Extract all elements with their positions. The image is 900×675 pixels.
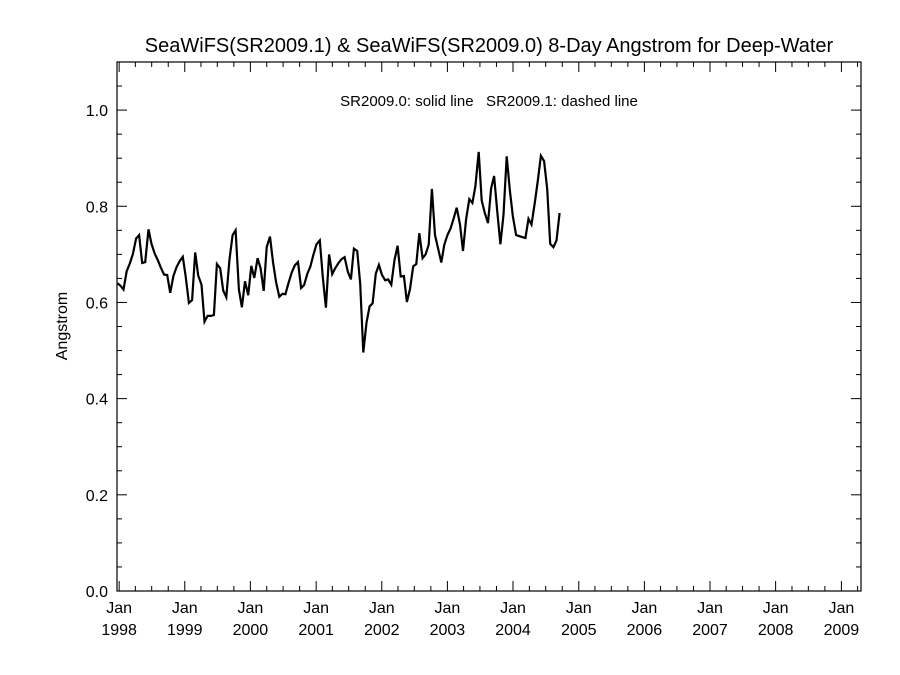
x-tick-month: Jan — [237, 600, 263, 617]
x-tick-year: 2004 — [495, 622, 531, 639]
x-tick-year: 1999 — [167, 622, 203, 639]
x-tick-month: Jan — [303, 600, 329, 617]
chart-title: SeaWiFS(SR2009.1) & SeaWiFS(SR2009.0) 8-… — [145, 35, 834, 57]
x-tick-year: 1998 — [101, 622, 137, 639]
x-tick-year: 2008 — [758, 622, 794, 639]
x-tick-month: Jan — [500, 600, 526, 617]
plot-frame — [116, 61, 862, 592]
x-tick-year: 2005 — [561, 622, 597, 639]
chart-annotation: SR2009.0: solid line SR2009.1: dashed li… — [340, 93, 638, 110]
x-tick-year: 2007 — [692, 622, 728, 639]
x-tick-month: Jan — [172, 600, 198, 617]
y-axis: 0.0 0.2 0.4 0.6 0.8 1.0 — [86, 85, 861, 601]
x-tick-month: Jan — [566, 600, 592, 617]
x-tick-year: 2001 — [298, 622, 334, 639]
x-axis: Jan 1998 Jan 1999 Jan 2000 Jan 2001 Jan 2002 Jan 20… — [101, 62, 859, 639]
x-tick-year: 2002 — [364, 622, 400, 639]
y-tick-label: 0.4 — [86, 392, 108, 409]
y-tick-label: 0.6 — [86, 295, 108, 312]
y-tick-label: 0.0 — [86, 584, 108, 601]
y-tick-label: 1.0 — [86, 103, 108, 120]
x-tick-month: Jan — [631, 600, 657, 617]
y-tick-label: 0.8 — [86, 199, 108, 216]
x-tick-month: Jan — [434, 600, 460, 617]
x-tick-year: 2000 — [233, 622, 269, 639]
series-layer — [116, 151, 561, 353]
x-tick-year: 2006 — [627, 622, 663, 639]
series-line-sr2009-0 — [116, 151, 561, 353]
y-axis-label: Angstrom — [54, 292, 71, 360]
x-tick-year: 2003 — [430, 622, 466, 639]
x-tick-month: Jan — [697, 600, 723, 617]
x-tick-year: 2009 — [824, 622, 860, 639]
x-tick-month: Jan — [369, 600, 395, 617]
x-tick-month: Jan — [106, 600, 132, 617]
x-tick-month: Jan — [829, 600, 855, 617]
y-tick-label: 0.2 — [86, 488, 108, 505]
x-tick-month: Jan — [763, 600, 789, 617]
